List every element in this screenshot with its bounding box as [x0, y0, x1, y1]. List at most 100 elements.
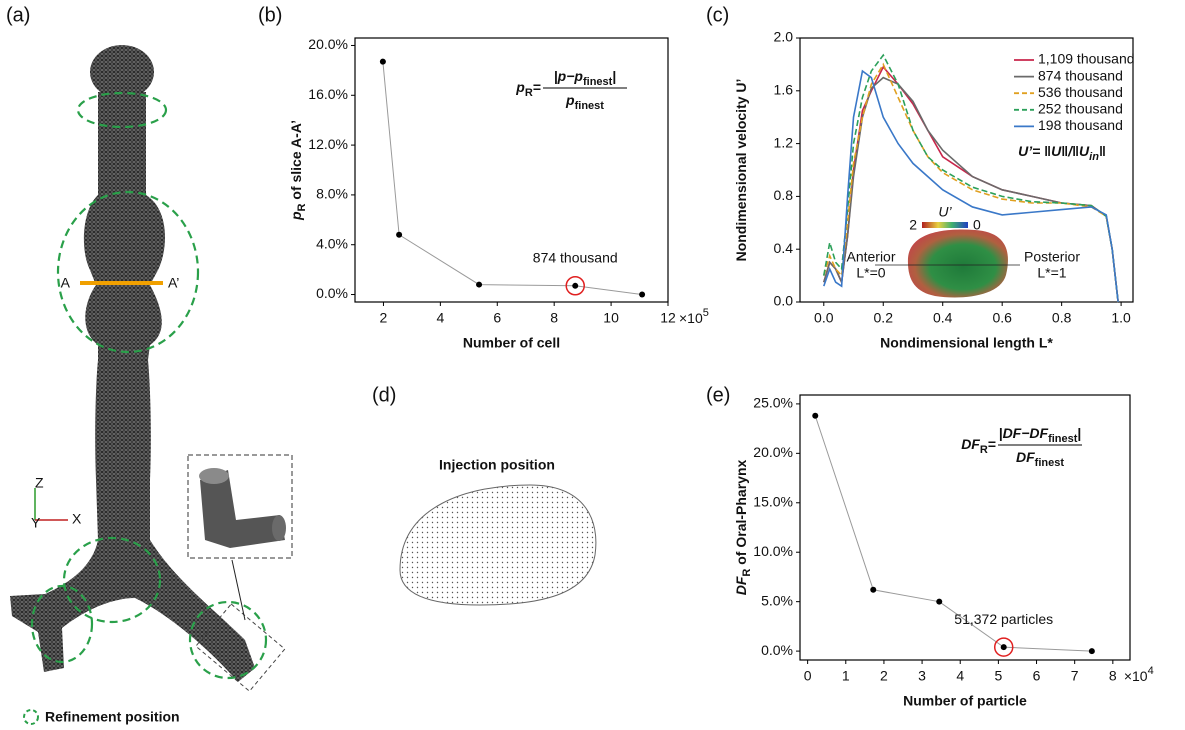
subscript: in — [1089, 151, 1099, 163]
formula-denominator: pfinest — [565, 92, 604, 112]
data-point — [1000, 644, 1007, 651]
axis-letter: Y — [31, 515, 41, 531]
legend-label: 198 thousand — [1038, 117, 1123, 133]
inset-section — [907, 229, 1008, 298]
text-part: | — [1077, 425, 1081, 441]
data-point — [379, 58, 386, 65]
colorbar-max: 2 — [909, 217, 917, 233]
y-tick-label: 2.0 — [774, 29, 794, 45]
y-tick-label: 20.0% — [753, 444, 793, 460]
x-multiplier: ×104 — [1124, 665, 1154, 684]
y-tick-label: 1.2 — [774, 134, 794, 150]
subscript: finest — [575, 100, 605, 112]
x-tick-label: 0 — [804, 668, 812, 684]
axes-triad — [34, 488, 68, 521]
x-tick-label: 1.0 — [1111, 310, 1131, 326]
x-tick-label: 0.8 — [1052, 310, 1072, 326]
inset-label: Anterior — [846, 249, 895, 265]
data-point — [396, 231, 403, 238]
subscript: R — [525, 87, 533, 99]
x-tick-label: 4 — [436, 310, 444, 326]
text-part: U’= ‖U‖/‖U — [1018, 143, 1090, 159]
subscript: R — [296, 203, 308, 211]
refinement-markers — [30, 91, 268, 680]
panel-title: Injection position — [439, 457, 555, 473]
legend-label: 1,109 thousand — [1038, 51, 1135, 67]
legend-text: Refinement position — [45, 709, 180, 725]
x-axis-label: Number of particle — [903, 693, 1027, 709]
x-tick-label: 6 — [1033, 668, 1041, 684]
annotation: 874 thousand — [533, 250, 618, 266]
text-part: DF — [1016, 449, 1035, 465]
subscript: finest — [1035, 457, 1065, 469]
x-tick-label: 7 — [1071, 668, 1079, 684]
x-tick-label: 0.6 — [992, 310, 1012, 326]
text-part: DF — [733, 576, 749, 595]
text-part: ‖ — [1099, 143, 1106, 159]
panel-label: (e) — [706, 384, 730, 406]
text-part: |DF−DF — [999, 425, 1049, 441]
formula-numerator: |DF−DFfinest| — [999, 425, 1082, 445]
subscript: R — [980, 444, 988, 456]
y-tick-label: 10.0% — [753, 543, 793, 559]
x-tick-label: 6 — [493, 310, 501, 326]
data-point — [870, 586, 877, 593]
data-point — [572, 282, 579, 289]
text-part: p — [565, 92, 575, 108]
legend-label: 536 thousand — [1038, 84, 1123, 100]
legend-label: 252 thousand — [1038, 101, 1123, 117]
y-tick-label: 16.0% — [308, 86, 348, 102]
y-tick-label: 15.0% — [753, 493, 793, 509]
y-axis-label: Nondimensional velocity U’ — [733, 79, 749, 262]
data-point — [812, 412, 819, 419]
inset-label: Posterior — [1024, 249, 1080, 265]
section-label: A — [61, 275, 71, 291]
formula-lhs: DFR= — [961, 436, 996, 456]
formula: U’= ‖U‖/‖Uin‖ — [1018, 143, 1106, 163]
x-tick-label: 5 — [994, 668, 1002, 684]
x-axis-label: Nondimensional length L* — [880, 335, 1053, 351]
text-part: = — [533, 79, 541, 95]
text-part: ×10 — [679, 310, 703, 326]
y-tick-label: 1.6 — [774, 82, 794, 98]
highlight-ring — [565, 276, 585, 296]
superscript: 5 — [703, 307, 709, 319]
subscript: R — [741, 569, 753, 577]
y-axis-label: DFR of Oral-Pharynx — [733, 460, 753, 596]
subscript: finest — [1048, 433, 1078, 445]
formula-numerator: |p−pfinest| — [554, 68, 616, 88]
x-tick-label: 8 — [550, 310, 558, 326]
data-point — [1088, 648, 1095, 655]
colorbar-label: U’ — [938, 204, 952, 220]
y-tick-label: 20.0% — [308, 36, 348, 52]
text-part: of slice A-A’ — [288, 120, 304, 204]
plot-frame — [354, 37, 669, 303]
axis-letter: X — [72, 511, 82, 527]
y-tick-label: 12.0% — [308, 136, 348, 152]
data-point — [476, 281, 483, 288]
y-tick-label: 0.0 — [774, 293, 794, 309]
injection-surface — [399, 484, 597, 606]
y-tick-label: 0.0% — [761, 642, 793, 658]
y-tick-label: 5.0% — [761, 592, 793, 608]
legend-marker — [23, 709, 39, 725]
text-part: |p−p — [554, 68, 584, 84]
panel-label: (a) — [6, 4, 30, 26]
annotation: 51,372 particles — [954, 611, 1053, 627]
text-part: | — [612, 68, 616, 84]
data-line — [823, 69, 1119, 303]
zoom-box — [195, 603, 286, 692]
x-tick-label: 2 — [380, 310, 388, 326]
x-tick-label: 4 — [956, 668, 964, 684]
x-tick-label: 10 — [603, 310, 619, 326]
subscript: finest — [583, 76, 613, 88]
x-axis-label: Number of cell — [463, 335, 560, 351]
text-part: DF — [961, 436, 980, 452]
data-point — [936, 598, 943, 605]
section-label: A’ — [168, 275, 179, 291]
formula-denominator: DFfinest — [1016, 449, 1064, 469]
zoom-connector — [231, 559, 246, 621]
panel-label: (b) — [258, 4, 282, 26]
legend-label: 874 thousand — [1038, 67, 1123, 83]
